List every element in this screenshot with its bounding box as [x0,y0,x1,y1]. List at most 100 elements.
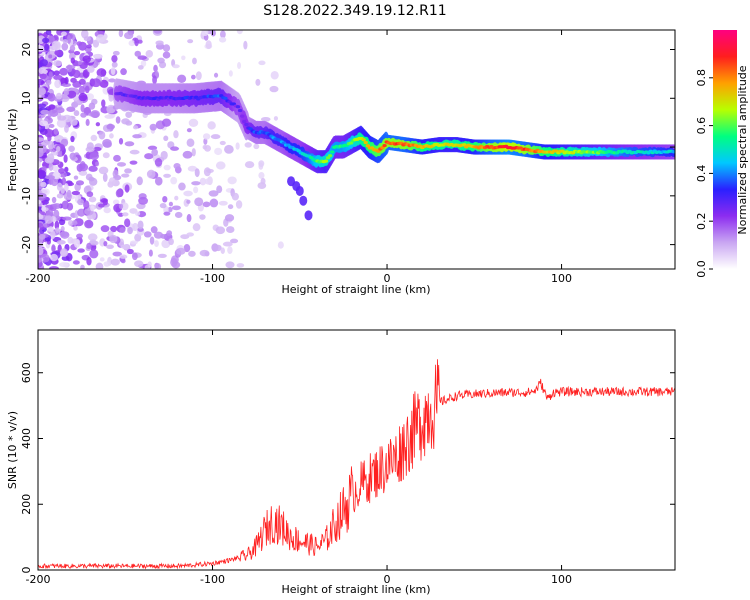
spectrogram-noise-cell [59,262,69,268]
spectrogram-noise-cell [163,164,171,171]
spectrogram-noise-cell [110,66,116,76]
spectrogram-noise-cell [170,257,178,267]
spectrogram-noise-cell [86,44,92,49]
spectrogram-noise-cell [134,50,142,57]
spectrogram-noise-cell [83,200,90,209]
spectrogram-noise-cell [53,209,60,219]
spectrogram-x-tick-label: 100 [551,272,572,285]
spectrogram-noise-cell [157,253,167,259]
spectrogram-noise-cell [191,148,196,157]
spectrogram-ridge-core [237,108,243,113]
spectrogram-noise-cell [78,163,89,172]
spectrogram-noise-cell [98,131,106,140]
colorbar-tick-label: 0.6 [695,117,708,135]
spectrogram-noise-cell [89,152,99,160]
spectrogram-noise-cell [118,203,124,209]
spectrogram-noise-cell [167,206,173,213]
spectrogram-noise-cell [87,65,95,73]
snr-y-tick-label: 200 [20,494,33,515]
spectrogram-noise-cell [103,261,111,267]
spectrogram-noise-cell [73,51,81,56]
spectrogram-noise-cell [70,135,75,143]
spectrogram-noise-cell [38,78,45,86]
spectrogram-noise-cell [120,244,130,249]
spectrogram-noise-cell [215,226,226,235]
spectrogram-noise-cell [229,238,239,244]
spectrogram-ridge-core [327,154,333,158]
spectrogram-noise-cell [61,177,67,186]
spectrogram-noise-cell [60,231,70,239]
spectrogram-noise-cell [41,166,47,172]
spectrogram-noise-cell [54,50,64,56]
spectrogram-noise-cell [181,55,186,61]
spectrogram-noise-cell [204,178,212,185]
spectrogram-noise-cell [132,134,142,139]
spectrogram-noise-cell [118,30,124,38]
spectrogram-noise-cell [119,227,126,233]
spectrogram-noise-cell [82,55,91,63]
spectrogram-noise-cell [225,261,235,269]
spectrogram-noise-cell [235,200,243,209]
spectrogram-noise-cell [199,177,207,186]
snr-line [38,359,675,570]
spectrogram-ridge-core [239,114,245,118]
spectrogram-noise-cell [96,34,106,43]
spectrogram-noise-cell [110,258,120,266]
spectrogram-noise-cell [187,165,198,172]
spectrogram-noise-cell [110,225,118,233]
spectrogram-noise-cell [72,219,78,226]
snr-plot-area [38,330,675,570]
spectrogram-noise-cell [124,218,131,228]
spectrogram-noise-cell [154,158,163,167]
spectrogram-noise-cell [147,261,152,268]
spectrogram-noise-cell [46,79,52,86]
spectrogram-noise-cell [39,59,48,67]
spectrogram-noise-cell [183,244,191,253]
spectrogram-noise-cell [115,116,121,124]
spectrogram-noise-cell [192,57,197,65]
spectrogram-noise-cell [209,198,219,208]
colorbar: 0.0 0.2 0.4 0.6 0.8 Normalized spectral ampl… [695,30,749,278]
spectrogram-noise-cell [137,55,147,60]
spectrogram-noise-cell [154,262,162,269]
spectrogram-noise-cell [52,165,59,172]
snr-x-label: Height of straight line (km) [281,583,430,596]
spectrogram-noise-cell [186,138,195,147]
spectrogram-noise-cell [38,246,44,256]
spectrogram-noise-cell [127,226,133,235]
spectrogram-noise-cell [86,191,94,198]
spectrogram-noise-cell [64,166,69,173]
spectrogram-ridge-core [363,140,368,145]
spectrogram-noise-cell [57,115,67,121]
spectrogram-noise-cell [182,150,193,159]
spectrogram-noise-cell [77,60,83,66]
spectrogram-branch-cell [299,195,308,206]
spectrogram-noise-cell [66,106,76,112]
spectrogram-noise-cell [171,205,181,211]
spectrogram-noise-cell [92,53,102,59]
spectrogram-noise-cell [123,31,134,40]
spectrogram-noise-cell [227,246,233,255]
spectrogram-noise-cell [93,146,102,152]
spectrogram-noise-cell [87,233,98,241]
spectrogram-noise-cell [237,61,242,70]
spectrogram-noise-cell [173,130,179,139]
spectrogram-noise-cell [253,143,260,150]
spectrogram-noise-cell [202,201,211,208]
spectrogram-noise-cell [124,141,135,147]
spectrogram-noise-cell [48,54,53,59]
spectrogram-noise-cell [224,144,234,154]
spectrogram-noise-cell [88,165,98,172]
spectrogram-noise-cell [195,71,202,81]
spectrogram-ridge-core [365,144,371,148]
spectrogram-noise-cell [45,175,55,180]
spectrogram-x-label: Height of straight line (km) [281,283,430,296]
spectrogram-noise-cell [210,30,216,37]
spectrogram-noise-cell [53,74,63,81]
spectrogram-noise-cell [121,173,130,178]
spectrogram-noise-cell [186,128,192,133]
spectrogram-ridge-core [330,150,335,154]
spectrogram-noise-cell [48,162,54,171]
spectrogram-noise-cell [148,249,153,257]
